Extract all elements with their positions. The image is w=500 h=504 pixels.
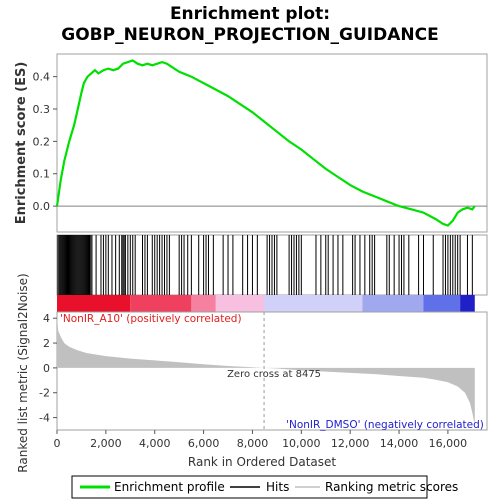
legend-hits-label: Hits	[266, 480, 289, 494]
metric-axis-label: Ranked list metric (Signal2Noise)	[16, 273, 30, 472]
rank-xtick-label: 2,000	[90, 437, 122, 450]
color-bar-segment	[130, 295, 192, 312]
color-bar-segment	[264, 295, 363, 312]
color-bar-segment	[57, 295, 131, 312]
color-bar-segment	[215, 295, 265, 312]
es-plot-frame	[56, 53, 488, 233]
metric-ytick-label: -2	[39, 387, 50, 400]
legend-metric-label: Ranking metric scores	[325, 480, 458, 494]
metric-ytick-label: -4	[39, 412, 50, 425]
chart-title-line2: GOBP_NEURON_PROJECTION_GUIDANCE	[61, 25, 438, 45]
rank-xtick-label: 14,000	[380, 437, 419, 450]
rank-xtick-label: 10,000	[282, 437, 321, 450]
rank-xtick-label: 8,000	[237, 437, 269, 450]
negative-correlation-label: 'NonIR_DMSO' (negatively correlated)	[286, 419, 484, 431]
rank-xtick-label: 0	[54, 437, 61, 450]
es-ytick-label: 0.3	[33, 103, 51, 116]
rank-color-bar	[57, 295, 475, 312]
es-ytick-label: 0.0	[33, 200, 51, 213]
rank-axis-label: Rank in Ordered Dataset	[188, 455, 336, 469]
es-ytick-label: 0.4	[33, 71, 51, 84]
legend: Enrichment profile Hits Ranking metric s…	[71, 475, 458, 499]
es-panel: 0.0 0.1 0.2 0.3 0.4	[33, 53, 488, 233]
rank-xtick-label: 6,000	[188, 437, 220, 450]
hits-panel	[56, 234, 488, 296]
rank-xtick-label: 12,000	[331, 437, 370, 450]
enrichment-profile-line	[55, 59, 476, 227]
metric-ytick-label: 2	[43, 337, 50, 350]
rank-xtick-label: 16,000	[429, 437, 468, 450]
es-ytick-label: 0.2	[33, 135, 51, 148]
ranking-metric-area	[57, 315, 475, 425]
color-bar-segment	[362, 295, 424, 312]
metric-panel: -4 -2 0 2 4 0 2,000 4,000 6,000 8,000 10,000 12,000…	[39, 311, 488, 450]
color-bar-segment	[191, 295, 216, 312]
es-ytick-label: 0.1	[33, 168, 51, 181]
rank-xtick-label: 4,000	[139, 437, 171, 450]
legend-enrichment-label: Enrichment profile	[114, 480, 225, 494]
positive-correlation-label: 'NonIR_A10' (positively correlated)	[60, 313, 242, 325]
color-bar-segment	[460, 295, 475, 312]
zero-cross-label: Zero cross at 8475	[227, 369, 321, 380]
es-axis-label: Enrichment score (ES)	[14, 62, 29, 225]
metric-ytick-label: 4	[43, 312, 50, 325]
chart-title-line1: Enrichment plot:	[170, 4, 330, 24]
color-bar-segment	[423, 295, 461, 312]
metric-ytick-label: 0	[43, 362, 50, 375]
